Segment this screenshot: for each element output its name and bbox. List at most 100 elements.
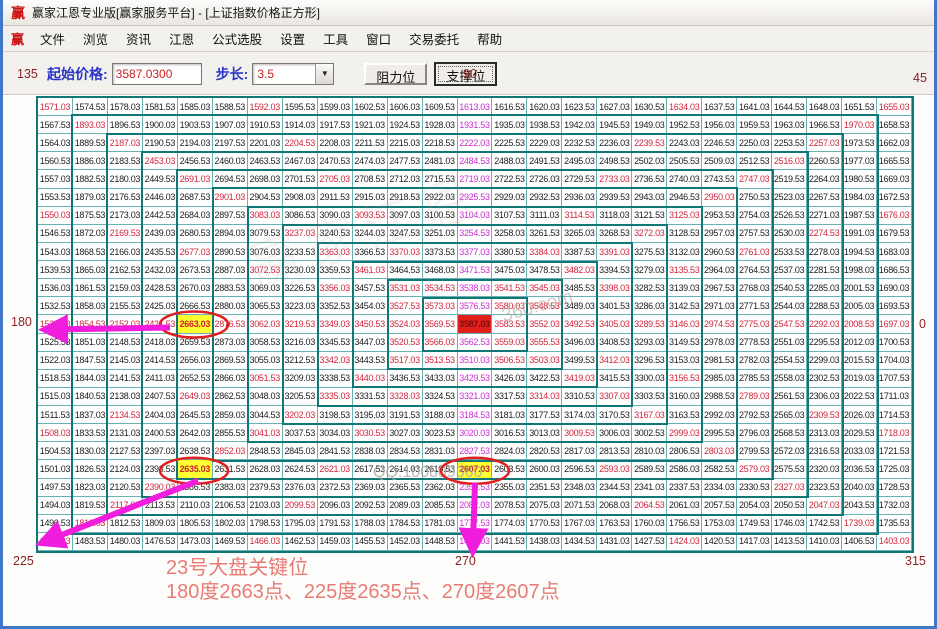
grid-cell[interactable]: 3198.53 <box>317 406 353 425</box>
grid-cell[interactable]: 1959.53 <box>737 116 773 135</box>
grid-cell[interactable]: 2554.53 <box>772 351 808 370</box>
grid-cell[interactable]: 2600.03 <box>527 460 563 479</box>
grid-cell[interactable]: 3506.53 <box>492 351 528 370</box>
grid-cell[interactable]: 3349.03 <box>317 315 353 334</box>
grid-cell[interactable]: 1504.53 <box>38 442 73 461</box>
grid-cell[interactable]: 1546.53 <box>38 224 73 243</box>
grid-cell[interactable]: 2803.03 <box>702 442 738 461</box>
grid-cell[interactable]: 3069.03 <box>247 279 283 298</box>
grid-cell[interactable]: 3415.53 <box>597 369 633 388</box>
grid-cell[interactable]: 2964.03 <box>702 261 738 280</box>
grid-cell[interactable]: 1945.53 <box>597 116 633 135</box>
grid-cell[interactable]: 3541.53 <box>492 279 528 298</box>
grid-cell[interactable]: 3258.03 <box>492 224 528 243</box>
grid-cell[interactable]: 2229.03 <box>527 134 563 153</box>
grid-cell[interactable]: 1963.03 <box>772 116 808 135</box>
grid-cell[interactable]: 2449.53 <box>142 170 178 189</box>
grid-cell[interactable]: 2978.03 <box>702 333 738 352</box>
grid-cell[interactable]: 1490.53 <box>38 514 73 533</box>
grid-cell[interactable]: 3310.53 <box>562 387 598 407</box>
grid-cell[interactable]: 1830.03 <box>72 442 108 461</box>
grid-cell[interactable]: 3405.03 <box>597 315 633 334</box>
grid-cell[interactable]: 2516.03 <box>772 152 808 171</box>
grid-cell[interactable]: 3146.03 <box>667 315 703 334</box>
grid-cell[interactable]: 3387.53 <box>562 242 598 262</box>
grid-cell[interactable]: 3471.53 <box>457 261 493 280</box>
grid-cell[interactable]: 2029.53 <box>842 424 878 443</box>
grid-cell[interactable]: 3335.03 <box>317 387 353 407</box>
grid-cell[interactable]: 2162.53 <box>107 261 143 280</box>
grid-cell[interactable]: 2320.03 <box>807 460 843 479</box>
grid-cell[interactable]: 3002.53 <box>632 424 668 443</box>
grid-cell[interactable]: 2180.03 <box>107 170 143 189</box>
grid-cell[interactable]: 2642.03 <box>177 424 213 443</box>
grid-cell[interactable]: 1816.03 <box>72 514 108 533</box>
grid-cell[interactable]: 2302.53 <box>807 369 843 388</box>
grid-cell[interactable]: 1903.53 <box>177 116 213 135</box>
grid-cell[interactable]: 2362.03 <box>422 478 458 497</box>
grid-cell[interactable]: 2817.03 <box>562 442 598 461</box>
grid-cell[interactable]: 2673.53 <box>177 261 213 280</box>
grid-cell[interactable]: 2236.03 <box>597 134 633 153</box>
grid-cell[interactable]: 1602.53 <box>352 98 388 117</box>
grid-cell[interactable]: 2313.03 <box>807 424 843 443</box>
grid-cell[interactable]: 1837.03 <box>72 406 108 425</box>
grid-cell[interactable]: 3149.53 <box>667 333 703 352</box>
grid-cell[interactable]: 3342.03 <box>317 351 353 370</box>
grid-cell[interactable]: 3237.03 <box>282 224 318 243</box>
grid-cell[interactable]: 3401.53 <box>597 297 633 316</box>
grid-cell[interactable]: 1886.03 <box>72 152 108 171</box>
grid-cell[interactable]: 1770.53 <box>527 514 563 533</box>
grid-cell[interactable]: 2040.03 <box>842 478 878 497</box>
grid-cell[interactable]: 2477.53 <box>387 152 423 171</box>
grid-cell[interactable]: 1823.03 <box>72 478 108 497</box>
grid-cell[interactable]: 2110.03 <box>177 496 213 515</box>
grid-cell[interactable]: 1742.53 <box>807 514 843 533</box>
grid-cell[interactable]: 2309.53 <box>807 406 843 425</box>
grid-cell[interactable]: 1756.53 <box>667 514 703 533</box>
grid-cell[interactable]: 2502.03 <box>632 152 668 171</box>
grid-cell[interactable]: 3300.03 <box>632 369 668 388</box>
grid-cell[interactable]: 2257.03 <box>807 134 843 153</box>
grid-cell[interactable]: 3048.03 <box>247 387 283 407</box>
step-combo[interactable]: 3.5 ▼ <box>252 63 335 85</box>
grid-cell[interactable]: 2274.53 <box>807 224 843 243</box>
grid-cell[interactable]: 2866.03 <box>212 369 248 388</box>
grid-cell[interactable]: 3037.53 <box>282 424 318 443</box>
grid-cell[interactable]: 3132.03 <box>667 242 703 262</box>
grid-cell[interactable]: 2386.53 <box>177 478 213 497</box>
grid-cell[interactable]: 2512.53 <box>737 152 773 171</box>
grid-cell[interactable]: 2243.03 <box>667 134 703 153</box>
grid-cell[interactable]: 2323.53 <box>807 478 843 497</box>
menu-item-2[interactable]: 浏览 <box>83 33 109 47</box>
grid-cell[interactable]: 2715.53 <box>422 170 458 189</box>
grid-cell[interactable]: 3492.53 <box>562 315 598 334</box>
grid-cell[interactable]: 3163.53 <box>667 406 703 425</box>
grid-cell[interactable]: 1896.53 <box>107 116 143 135</box>
grid-cell[interactable]: 2148.53 <box>107 333 143 352</box>
grid-cell[interactable]: 2138.03 <box>107 387 143 407</box>
grid-cell[interactable]: 2890.53 <box>212 242 248 262</box>
grid-cell[interactable]: 3391.03 <box>597 242 633 262</box>
grid-cell[interactable]: 2467.03 <box>282 152 318 171</box>
grid-cell[interactable]: 1452.03 <box>387 532 423 551</box>
grid-cell[interactable]: 3104.03 <box>457 206 493 225</box>
menu-item-6[interactable]: 设置 <box>280 33 306 47</box>
grid-cell[interactable]: 2614.03 <box>387 460 423 479</box>
grid-cell[interactable]: 1665.53 <box>877 152 912 171</box>
grid-cell[interactable]: 2519.53 <box>772 170 808 189</box>
grid-cell[interactable]: 2652.53 <box>177 369 213 388</box>
grid-cell[interactable]: 2330.53 <box>737 478 773 497</box>
grid-cell[interactable]: 2026.03 <box>842 406 878 425</box>
grid-cell[interactable]: 3268.53 <box>597 224 633 243</box>
grid-cell[interactable]: 3170.53 <box>597 406 633 425</box>
grid-cell[interactable]: 3296.53 <box>632 351 668 370</box>
grid-cell[interactable]: 2201.03 <box>247 134 283 153</box>
grid-cell[interactable]: 2218.53 <box>422 134 458 153</box>
grid-cell[interactable]: 1861.53 <box>72 279 108 298</box>
grid-cell[interactable]: 1844.03 <box>72 369 108 388</box>
grid-cell[interactable]: 2463.53 <box>247 152 283 171</box>
grid-cell[interactable]: 2194.03 <box>177 134 213 153</box>
grid-cell[interactable]: 2523.03 <box>772 188 808 207</box>
grid-cell[interactable]: 1494.03 <box>38 496 73 515</box>
